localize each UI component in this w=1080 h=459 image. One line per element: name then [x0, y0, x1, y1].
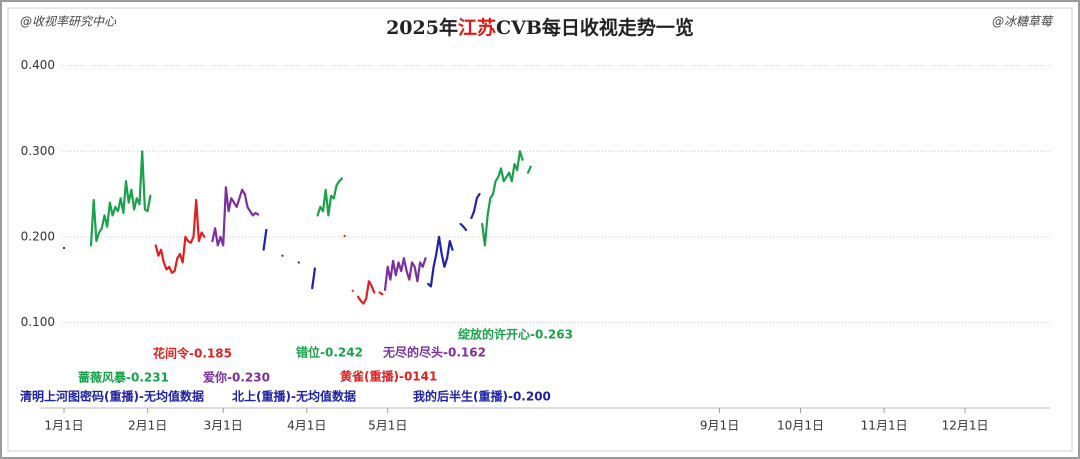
source-left: @收视率研究中心	[20, 15, 117, 29]
title-part: CVB每日收视走势一览	[496, 16, 694, 39]
series-line	[383, 257, 427, 291]
x-tick-label: 12月1日	[942, 419, 989, 433]
annotation: 清明上河图密码(重播)-无均值数据	[20, 389, 204, 404]
x-tick-label: 10月1日	[777, 419, 824, 433]
annotation: 花间令-0.185	[153, 346, 232, 361]
y-tick-label: 0.100	[21, 315, 55, 329]
annotation: 蔷薇风暴-0.231	[78, 370, 169, 385]
annotation: 北上(重播)-无均值数据	[232, 389, 356, 404]
annotation: 黄雀(重播)-0141	[340, 369, 437, 384]
title-part: 江苏	[458, 16, 496, 39]
annotation: 错位-0.242	[296, 345, 363, 360]
x-tick-label: 2月1日	[128, 419, 167, 433]
x-tick-label: 11月1日	[861, 419, 908, 433]
annotation: 爱你-0.230	[203, 370, 270, 385]
x-tick-label: 3月1日	[204, 419, 243, 433]
annotation: 我的后半生(重播)-0.200	[413, 389, 551, 404]
chart-title: 2025年江苏CVB每日收视走势一览	[386, 16, 694, 39]
y-tick-label: 0.200	[21, 229, 55, 243]
series-line	[262, 228, 316, 290]
x-tick-label: 5月1日	[368, 419, 407, 433]
series-line	[427, 192, 481, 288]
title-part: 2025年	[386, 16, 458, 39]
inner-frame	[7, 7, 1073, 452]
series-line	[316, 177, 343, 217]
y-tick-label: 0.300	[21, 144, 55, 158]
x-tick-label: 9月1日	[700, 419, 739, 433]
series-line	[89, 150, 152, 247]
series-line	[481, 150, 532, 247]
annotation: 无尽的尽头-0.162	[382, 345, 486, 360]
series-line	[211, 186, 260, 247]
y-tick-label: 0.400	[21, 58, 55, 72]
annotation: 绽放的许开心-0.263	[458, 327, 573, 342]
x-tick-label: 1月1日	[44, 419, 83, 433]
source-right: @冰糖草莓	[992, 15, 1054, 29]
x-tick-label: 4月1日	[287, 419, 326, 433]
series-line	[343, 234, 384, 305]
series-line	[154, 198, 206, 274]
